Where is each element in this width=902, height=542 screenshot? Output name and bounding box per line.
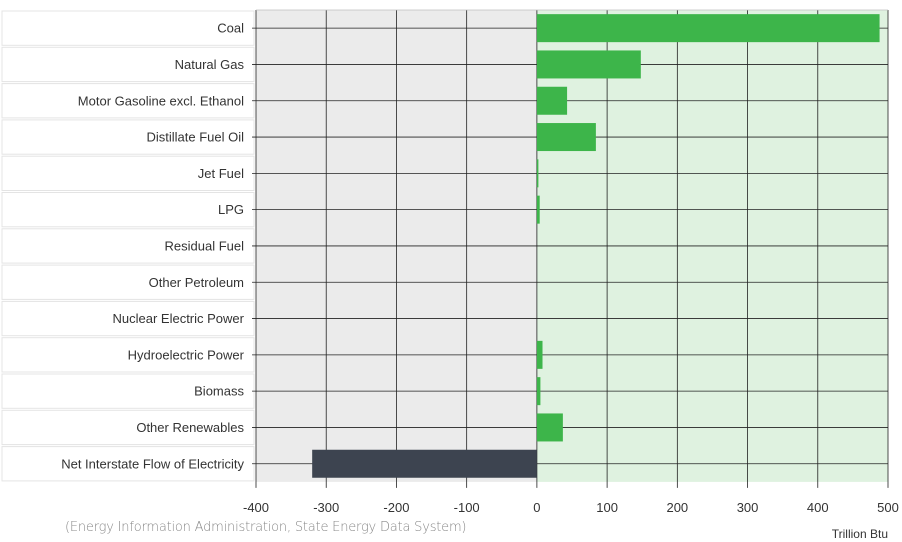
category-cell <box>1 300 255 337</box>
category-cell <box>1 228 255 264</box>
category-cell <box>1 409 255 446</box>
category-label: LPG <box>218 202 244 217</box>
category-label: Nuclear Electric Power <box>113 311 245 326</box>
category-label: Natural Gas <box>175 57 245 72</box>
category-cell <box>1 46 255 83</box>
source-note: (Energy Information Administration, Stat… <box>65 520 467 535</box>
bar <box>536 159 539 188</box>
bar <box>536 86 568 115</box>
category-label: Distillate Fuel Oil <box>146 130 244 145</box>
category-cell <box>1 446 255 482</box>
x-tick-label: -200 <box>383 500 409 515</box>
category-label: Coal <box>217 21 244 36</box>
category-cell <box>1 192 255 228</box>
x-tick-label: 200 <box>666 500 688 515</box>
x-tick-label: 500 <box>877 500 899 515</box>
bar <box>536 14 880 43</box>
bar <box>536 123 596 152</box>
category-cell <box>1 373 255 409</box>
category-label: Motor Gasoline excl. Ethanol <box>78 93 244 108</box>
x-tick-label: -300 <box>313 500 339 515</box>
category-cell <box>1 337 255 373</box>
category-cell <box>1 155 255 191</box>
category-label: Hydroelectric Power <box>128 347 245 362</box>
category-label: Biomass <box>194 384 244 399</box>
bar <box>536 377 541 406</box>
category-label: Other Petroleum <box>149 275 244 290</box>
x-tick-label: 0 <box>533 500 540 515</box>
category-cell <box>1 264 255 300</box>
x-axis-unit-label: Trillion Btu <box>831 527 888 541</box>
bar <box>312 449 537 478</box>
x-tick-label: -100 <box>454 500 480 515</box>
category-cell <box>1 10 255 46</box>
x-tick-label: 300 <box>737 500 759 515</box>
bar <box>536 50 641 79</box>
x-tick-label: -400 <box>243 500 269 515</box>
category-label: Net Interstate Flow of Electricity <box>61 456 244 471</box>
x-tick-label: 100 <box>596 500 618 515</box>
x-tick-label: 400 <box>807 500 829 515</box>
category-label: Residual Fuel <box>165 238 245 253</box>
category-label: Jet Fuel <box>198 166 244 181</box>
bar <box>536 413 563 442</box>
category-label: Other Renewables <box>136 420 244 435</box>
bar <box>536 195 540 224</box>
bar <box>536 340 543 369</box>
